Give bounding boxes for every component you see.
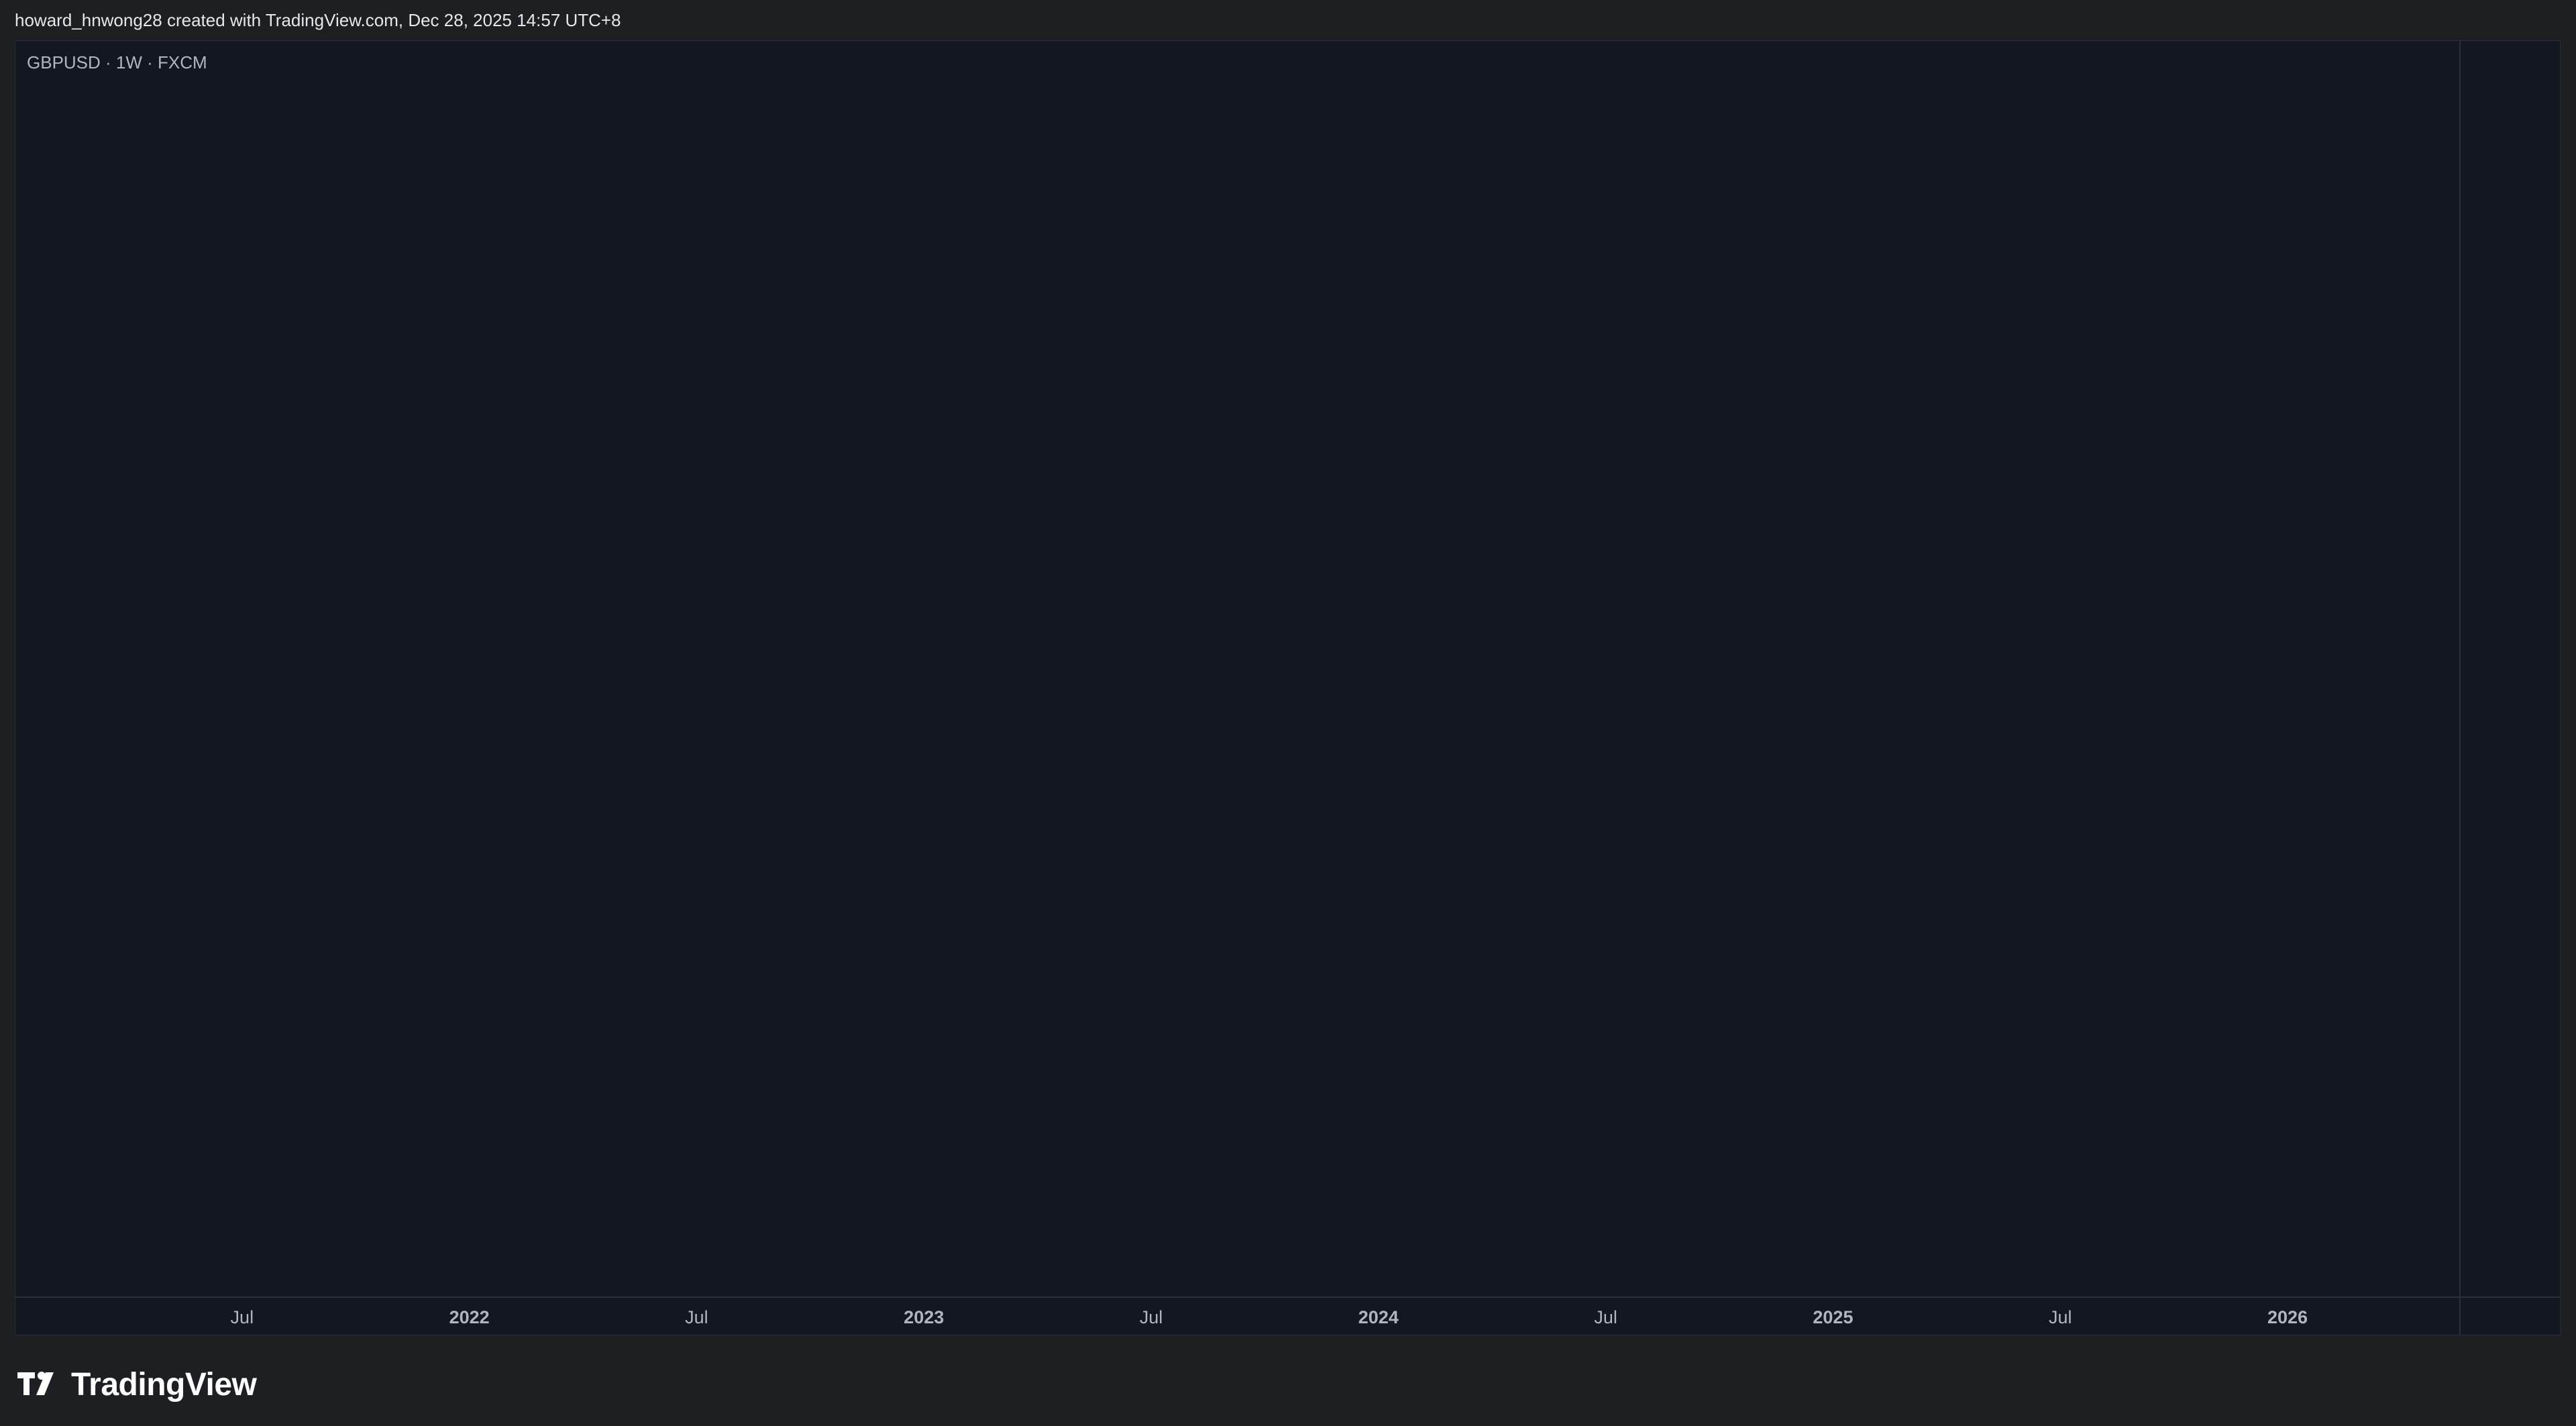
tradingview-logo-icon — [17, 1372, 54, 1395]
x-tick-label: 2023 — [904, 1307, 944, 1327]
tradingview-logo[interactable]: TradingView — [17, 1364, 257, 1405]
x-tick-label: Jul — [231, 1307, 254, 1327]
candlestick-chart[interactable]: GBPUSD · 1W · FXCM 1.500001.480001.46000… — [15, 40, 2561, 1335]
x-tick-label: Jul — [1140, 1307, 1163, 1327]
top-attribution-bar: howard_hnwong28 created with TradingView… — [0, 0, 2576, 40]
symbol-label: GBPUSD · 1W · FXCM — [27, 52, 207, 72]
x-tick-label: Jul — [1594, 1307, 1617, 1327]
footer: TradingView — [0, 1339, 2576, 1426]
attribution-text: howard_hnwong28 created with TradingView… — [15, 10, 621, 30]
x-tick-label: Jul — [685, 1307, 708, 1327]
tradingview-logo-text: TradingView — [71, 1366, 257, 1403]
x-tick-label: 2022 — [449, 1307, 490, 1327]
x-tick-label: 2026 — [2267, 1307, 2308, 1327]
x-tick-label: 2025 — [1813, 1307, 1853, 1327]
chart-pane[interactable] — [15, 40, 2561, 1335]
x-tick-label: Jul — [2049, 1307, 2072, 1327]
x-tick-label: 2024 — [1358, 1307, 1399, 1327]
